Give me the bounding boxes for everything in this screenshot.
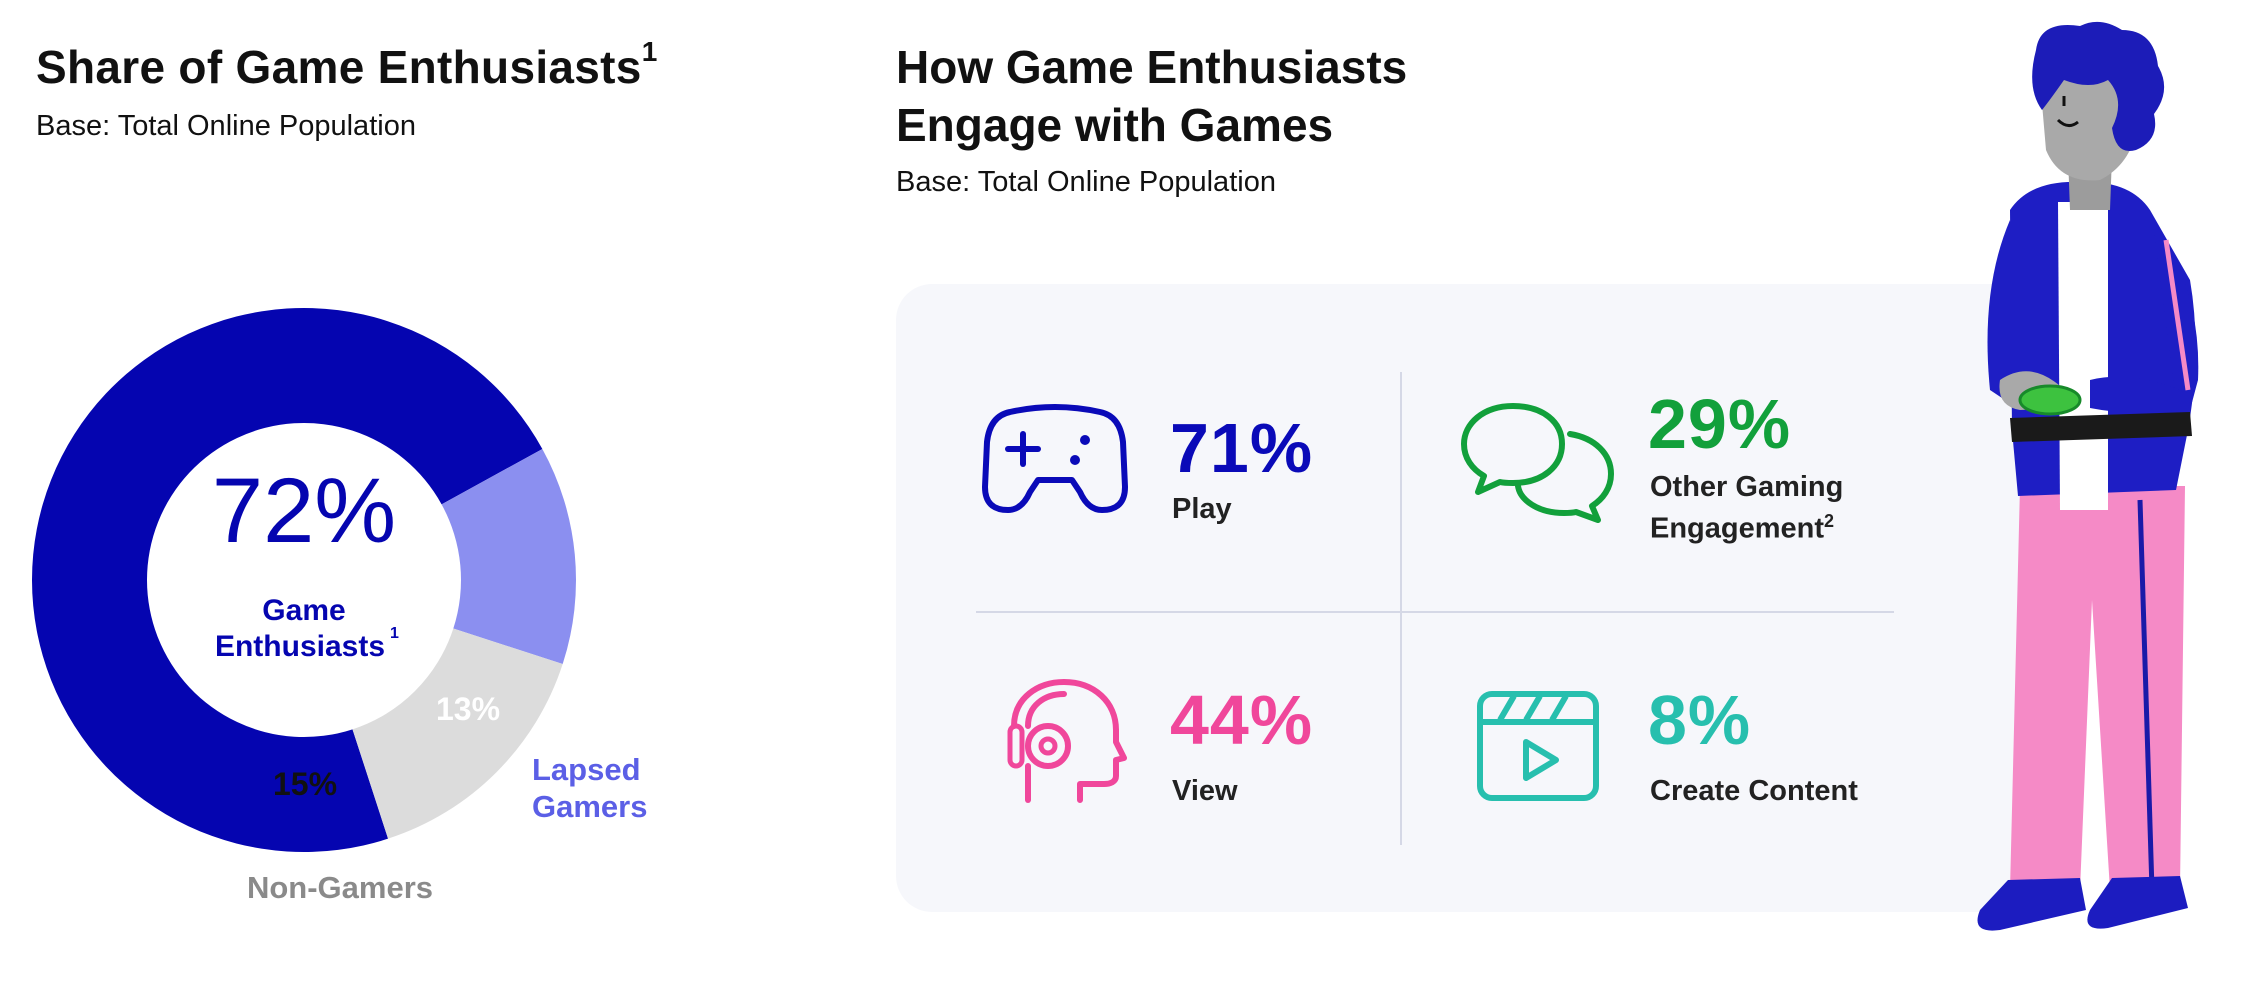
other-gaming-label: Other Gaming Engagement2 <box>1650 470 1950 546</box>
left-chart-base: Base: Total Online Population <box>36 110 416 142</box>
left-chart-title: Share of Game Enthusiasts1 <box>36 36 658 94</box>
right-panel-title: How Game Enthusiasts Engage with Games <box>896 38 1596 154</box>
right-panel-title-line1: How Game Enthusiasts <box>896 41 1408 93</box>
donut-center-value: 72% <box>212 460 396 562</box>
donut-chart: 72% Game Enthusiasts 1 13% 15% Lapsed Ga… <box>31 307 647 905</box>
donut-slices <box>31 307 577 852</box>
create-content-value: 8% <box>1648 681 1752 759</box>
left-chart-title-footnote: 1 <box>641 35 658 67</box>
right-panel-base: Base: Total Online Population <box>896 166 1276 198</box>
other-gaming-label-line1: Other Gaming <box>1650 471 1844 503</box>
donut-nongamer-outer-label: Non-Gamers <box>247 870 433 905</box>
view-label: View <box>1172 775 1238 807</box>
play-label: Play <box>1172 493 1232 525</box>
donut-lapsed-value-label: 13% <box>436 691 500 727</box>
slice-game-enthusiasts <box>31 307 543 852</box>
other-gaming-footnote: 2 <box>1824 511 1835 531</box>
play-value: 71% <box>1170 409 1314 487</box>
donut-lapsed-outer-label-line1: Lapsed <box>532 752 641 787</box>
left-chart-title-text: Share of Game Enthusiasts <box>36 41 642 93</box>
panel-vertical-divider <box>1400 372 1402 845</box>
chat-bubbles-icon <box>1461 403 1614 523</box>
engagement-panel <box>896 284 2026 912</box>
slice-lapsed-gamers <box>441 448 577 665</box>
donut-center-label-line1: Game <box>262 594 345 627</box>
donut-center-label-line2: Enthusiasts <box>215 630 385 663</box>
right-panel-title-line2: Engage with Games <box>896 99 1334 151</box>
head-headphones-icon <box>1007 679 1127 803</box>
video-clapper-icon <box>1477 691 1599 801</box>
gamepad-icon <box>982 404 1128 513</box>
donut-nongamer-value-label: 15% <box>273 766 337 802</box>
other-gaming-value: 29% <box>1648 385 1792 463</box>
gamer-illustration <box>1977 21 2199 931</box>
donut-lapsed-outer-label-line2: Gamers <box>532 789 647 824</box>
view-value: 44% <box>1170 681 1314 759</box>
create-content-label: Create Content <box>1650 775 1858 807</box>
slice-non-gamers <box>352 628 563 839</box>
panel-horizontal-divider <box>976 611 1894 613</box>
donut-center-label-footnote: 1 <box>390 625 399 642</box>
other-gaming-label-line2: Engagement <box>1650 512 1825 545</box>
